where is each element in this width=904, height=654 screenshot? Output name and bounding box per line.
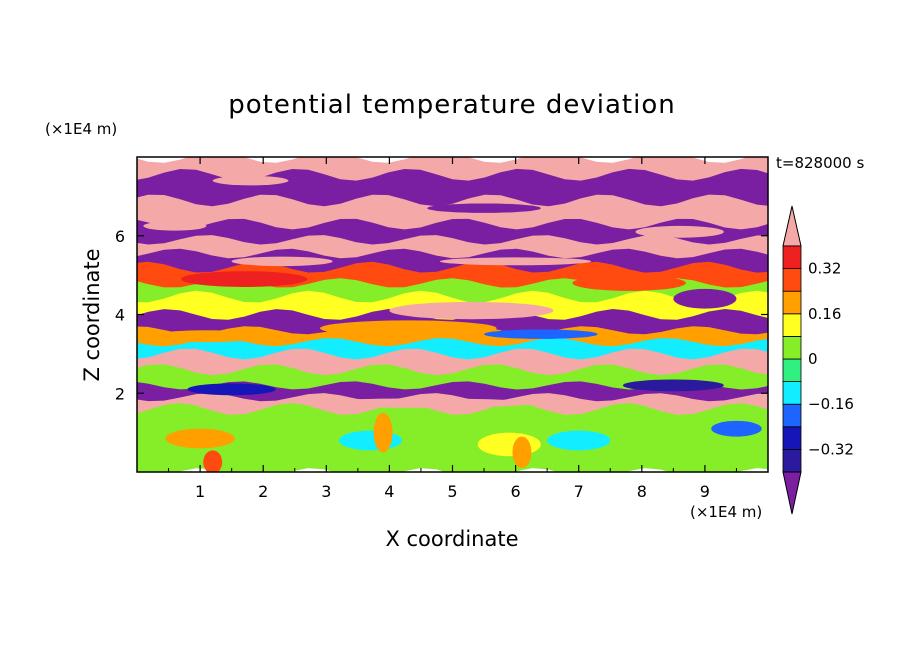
x-tick-label: 4 (384, 482, 394, 501)
field-band (137, 168, 768, 209)
field-blob (439, 257, 592, 266)
colorbar-bottom-arrow (782, 471, 802, 515)
field-band (137, 364, 768, 393)
field-blob (165, 428, 235, 449)
x-axis-ticks: 1 2 3 4 5 6 7 8 9 (168, 157, 737, 501)
field-blob (711, 420, 762, 437)
contour-field (137, 157, 768, 472)
x-tick-label: 9 (700, 482, 710, 501)
colorbar-label: 0.32 (808, 260, 841, 278)
field-band (137, 278, 768, 304)
x-tick-label: 3 (321, 482, 331, 501)
field-blob (635, 432, 699, 457)
x-tick-label: 8 (637, 482, 647, 501)
x-tick-label: 2 (258, 482, 268, 501)
field-blob (269, 430, 333, 455)
field-blob (181, 271, 308, 287)
chart-title: potential temperature deviation (228, 90, 675, 120)
y-tick-label: 4 (115, 306, 125, 325)
colorbar-segment (782, 335, 802, 360)
colorbar: 0.32 0.16 0 −0.16 −0.32 (782, 205, 854, 515)
field-blob (212, 175, 289, 186)
y-axis-unit-label: (×1E4 m) (45, 120, 117, 138)
colorbar-segment (782, 245, 802, 270)
field-blob (572, 275, 686, 291)
field-blob (389, 301, 554, 320)
colorbar-segment (782, 426, 802, 450)
field-blob (635, 225, 724, 238)
field-band (137, 446, 768, 472)
field-blob (477, 432, 541, 457)
colorbar-segment (782, 403, 802, 428)
x-tick-label: 7 (574, 482, 584, 501)
colorbar-segment (782, 290, 802, 315)
field-blob (673, 288, 737, 309)
colorbar-segment (782, 381, 802, 405)
field-blob (143, 221, 207, 231)
field-blob (512, 436, 532, 469)
field-blob (622, 379, 724, 392)
colorbar-segment (782, 448, 802, 473)
field-blob (338, 430, 403, 451)
field-blob (373, 412, 393, 453)
field-band (137, 235, 768, 261)
x-tick-label: 1 (195, 482, 205, 501)
x-axis-label: X coordinate (385, 527, 518, 551)
colorbar-segment (782, 313, 802, 337)
field-blob (427, 203, 541, 213)
x-tick-label: 6 (511, 482, 521, 501)
y-tick-label: 2 (115, 384, 125, 403)
field-blob (307, 398, 535, 408)
colorbar-segment (782, 268, 802, 292)
colorbar-segment (782, 358, 802, 383)
x-axis-unit-label: (×1E4 m) (690, 503, 762, 521)
colorbar-label: 0.16 (808, 305, 841, 323)
y-tick-label: 6 (115, 227, 125, 246)
colorbar-label: −0.32 (808, 440, 854, 458)
x-tick-label: 5 (447, 482, 457, 501)
y-axis-label: Z coordinate (80, 248, 104, 381)
field-band (137, 157, 768, 183)
field-blob (149, 330, 264, 343)
field-band (137, 326, 768, 349)
colorbar-label: −0.16 (808, 395, 854, 413)
field-band (137, 194, 768, 232)
field-blob (231, 256, 333, 267)
field-blob (484, 329, 598, 339)
time-label: t=828000 s (776, 154, 864, 172)
colorbar-label: 0 (808, 350, 818, 368)
colorbar-top-arrow (782, 205, 802, 247)
field-band (137, 403, 768, 441)
field-blob (547, 430, 611, 451)
field-blob (187, 383, 276, 396)
field-blob (319, 320, 497, 337)
field-blob (203, 450, 223, 472)
y-axis-ticks: 2 4 6 (115, 227, 768, 403)
